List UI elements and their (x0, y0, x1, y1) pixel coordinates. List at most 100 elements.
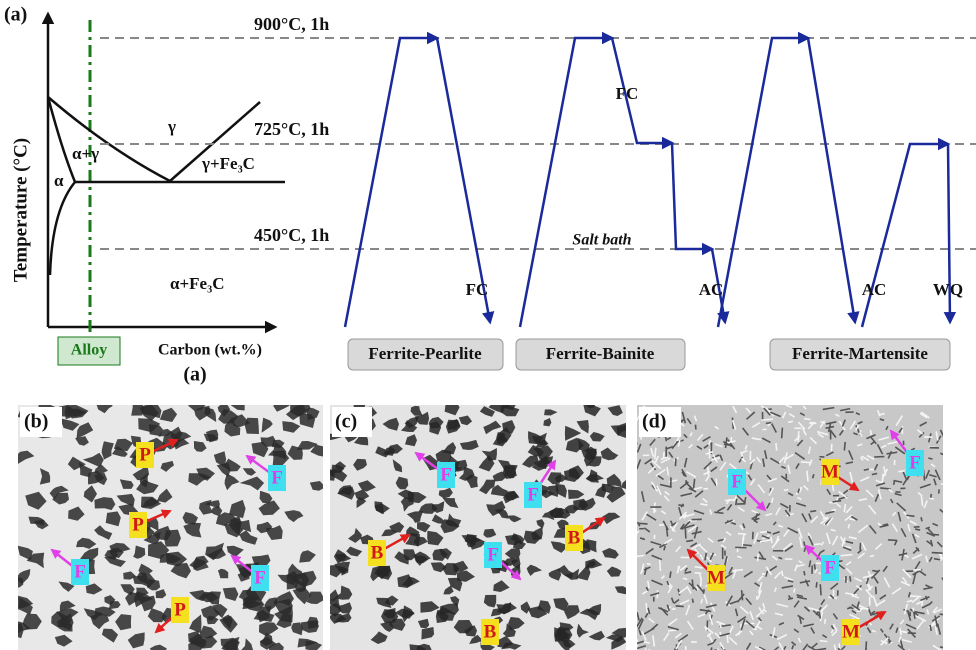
lath (831, 510, 836, 511)
marker-label: M (707, 567, 725, 588)
lath (670, 571, 671, 577)
lath (928, 458, 932, 459)
lath (921, 517, 922, 521)
x-axis-label: Carbon (wt.%) (158, 342, 262, 359)
lath (664, 452, 665, 458)
lath (898, 471, 904, 472)
lath (678, 505, 684, 506)
route-name: Ferrite-Martensite (792, 344, 928, 363)
marker-label: M (821, 461, 839, 482)
lath (820, 584, 821, 595)
lath (810, 511, 816, 512)
marker-label: B (568, 527, 581, 548)
lath (727, 634, 728, 643)
lath (716, 479, 717, 486)
lath (915, 529, 920, 530)
phase-label: α+γ (72, 144, 99, 163)
lath (906, 515, 914, 516)
lath (825, 619, 826, 624)
lath (941, 484, 945, 485)
lath (692, 579, 693, 589)
marker-label: B (371, 542, 384, 563)
lath (668, 630, 676, 631)
lath (766, 423, 771, 424)
lath (934, 559, 940, 560)
alloy-label: Alloy (71, 342, 107, 359)
lath (757, 596, 758, 600)
marker-label: F (909, 452, 921, 473)
figure: (a) Temperature (°C) Alloy Carbon (wt.%)… (0, 0, 976, 650)
phase-label: α (54, 171, 64, 190)
grain (131, 402, 144, 416)
temperature-label: 900°C, 1h (254, 14, 329, 34)
micrograph (631, 405, 949, 650)
lath (804, 419, 810, 420)
lath (929, 498, 934, 499)
lath (647, 564, 651, 565)
panel-caption: (a) (183, 364, 206, 386)
lath (736, 499, 737, 505)
lath (694, 479, 695, 489)
phase-label: γ+Fe₃C (201, 154, 255, 173)
temperature-label: 450°C, 1h (254, 225, 329, 245)
lath (860, 543, 861, 550)
lath (871, 430, 872, 435)
lath (820, 641, 828, 642)
lath (714, 512, 723, 513)
phase-boundary (50, 182, 75, 275)
marker-label: P (132, 514, 144, 535)
lath (798, 431, 799, 442)
cooling-label: FC (616, 84, 639, 103)
grain (94, 497, 115, 510)
cooling-label: AC (862, 280, 887, 299)
lath (676, 606, 684, 607)
lath (688, 520, 697, 521)
lath (788, 421, 793, 422)
lath (932, 553, 943, 554)
lath (794, 589, 795, 593)
panel-label: (c) (335, 411, 357, 433)
marker-label: F (74, 561, 86, 582)
phase-diagram (48, 14, 285, 335)
cooling-label: Salt bath (572, 232, 631, 249)
route-name: Ferrite-Pearlite (368, 344, 482, 363)
lath (804, 541, 805, 546)
lath (784, 489, 789, 490)
temperature-label: 725°C, 1h (254, 119, 329, 139)
marker-label: F (440, 464, 452, 485)
marker-label: M (842, 621, 860, 642)
lath (870, 556, 874, 557)
lath (809, 423, 815, 424)
heat-treatment-routes (345, 38, 950, 327)
lath (771, 537, 772, 543)
lath (850, 576, 851, 581)
lath (816, 582, 817, 587)
lath (675, 458, 676, 466)
phase-label: γ (167, 117, 176, 136)
panel-label: (b) (24, 411, 48, 433)
marker-label: F (731, 471, 743, 492)
marker-label: P (139, 444, 151, 465)
phase-boundary (48, 97, 170, 181)
cooling-label: FC (466, 280, 489, 299)
lath (660, 560, 661, 571)
marker-label: F (527, 484, 539, 505)
phase-label: α+Fe₃C (170, 274, 224, 293)
lath (940, 614, 946, 615)
lath (814, 544, 821, 545)
panel-label: (d) (642, 411, 666, 433)
lath (910, 596, 922, 597)
lath (758, 554, 759, 562)
lath (700, 574, 701, 578)
lath (804, 571, 805, 575)
lath (672, 609, 676, 610)
lath (761, 419, 773, 420)
y-axis-label: Temperature (°C) (10, 138, 31, 282)
route-name: Ferrite-Bainite (546, 344, 655, 363)
lath (801, 462, 812, 463)
lath (776, 443, 777, 451)
lath (738, 534, 746, 535)
lath (686, 540, 693, 541)
lath (930, 625, 931, 631)
cooling-label: AC (699, 280, 724, 299)
